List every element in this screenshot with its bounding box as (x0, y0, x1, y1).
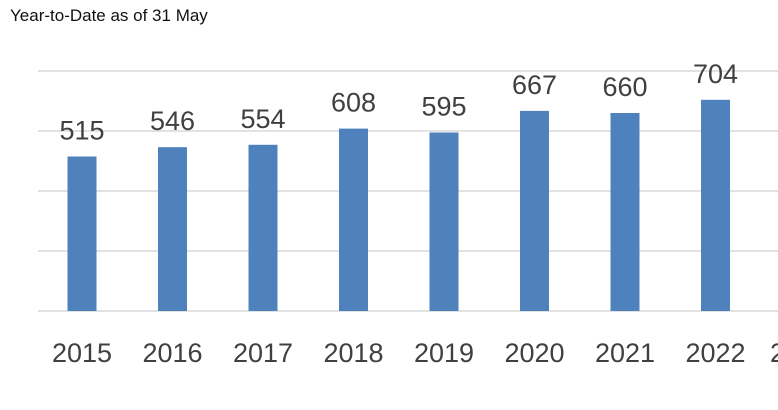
bars (67, 99, 730, 312)
data-labels: 515 546 554 608 595 667 660 704 (59, 59, 738, 146)
category-label-2021: 2021 (595, 338, 655, 368)
data-label-2022: 704 (693, 59, 738, 89)
bar-2018 (339, 128, 368, 311)
data-label-2021: 660 (602, 72, 647, 102)
data-label-2020: 667 (512, 70, 557, 100)
data-label-2018: 608 (331, 88, 376, 118)
data-label-2015: 515 (59, 116, 104, 146)
category-label-2022: 2022 (685, 338, 745, 368)
bar-2015 (67, 156, 97, 311)
bar-2021 (610, 113, 640, 311)
bar-2022 (701, 99, 730, 311)
bar-2017 (248, 144, 278, 311)
data-label-2019: 595 (421, 92, 466, 122)
bar-2020 (520, 110, 549, 312)
category-label-2018: 2018 (323, 338, 383, 368)
category-label-2016: 2016 (142, 338, 202, 368)
chart-title: Year-to-Date as of 31 May (10, 6, 208, 25)
data-label-2017: 554 (240, 104, 285, 134)
category-labels: 2015 2016 2017 2018 2019 2020 2021 2022 2 (52, 338, 778, 368)
category-label-2017: 2017 (233, 338, 293, 368)
category-label-clipped: 2 (770, 338, 778, 368)
bar-2016 (158, 147, 187, 311)
data-label-2016: 546 (150, 106, 195, 136)
bar-2019 (429, 132, 459, 311)
category-label-2019: 2019 (414, 338, 474, 368)
category-label-2015: 2015 (52, 338, 112, 368)
gridlines (38, 70, 778, 312)
category-label-2020: 2020 (504, 338, 564, 368)
